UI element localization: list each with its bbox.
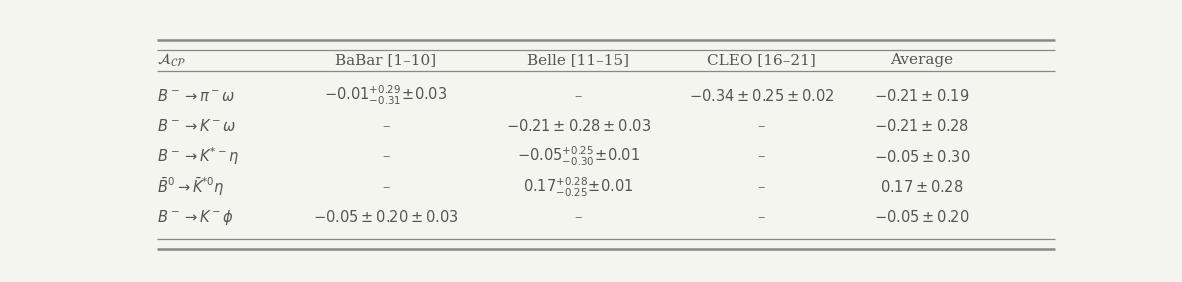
Text: $-0.21\pm0.19$: $-0.21\pm0.19$ [873, 88, 969, 104]
Text: $-0.21\pm0.28\pm0.03$: $-0.21\pm0.28\pm0.03$ [506, 118, 651, 134]
Text: $-0.01^{+0.29}_{-0.31}\!\pm\!0.03$: $-0.01^{+0.29}_{-0.31}\!\pm\!0.03$ [324, 84, 448, 107]
Text: $B^- \rightarrow K^- \phi$: $B^- \rightarrow K^- \phi$ [157, 208, 234, 227]
Text: $-0.21\pm0.28$: $-0.21\pm0.28$ [875, 118, 969, 134]
Text: $-0.05\pm0.20$: $-0.05\pm0.20$ [873, 209, 969, 225]
Text: $-0.05^{+0.25}_{-0.30}\!\pm\!0.01$: $-0.05^{+0.25}_{-0.30}\!\pm\!0.01$ [517, 145, 639, 168]
Text: $-0.05\pm0.20\pm0.03$: $-0.05\pm0.20\pm0.03$ [313, 209, 459, 225]
Text: $-0.05\pm0.30$: $-0.05\pm0.30$ [873, 149, 970, 164]
Text: $B^- \rightarrow K^{*-} \eta$: $B^- \rightarrow K^{*-} \eta$ [157, 146, 239, 168]
Text: –: – [574, 210, 582, 224]
Text: Belle [11–15]: Belle [11–15] [527, 53, 629, 67]
Text: $B^- \rightarrow K^- \omega$: $B^- \rightarrow K^- \omega$ [157, 118, 236, 134]
Text: –: – [382, 149, 390, 164]
Text: BaBar [1–10]: BaBar [1–10] [336, 53, 436, 67]
Text: –: – [758, 149, 765, 164]
Text: $\mathcal{A}_{\mathcal{CP}}$: $\mathcal{A}_{\mathcal{CP}}$ [157, 51, 186, 69]
Text: –: – [758, 210, 765, 224]
Text: $\bar{B}^0 \rightarrow \bar{K}^{*0} \eta$: $\bar{B}^0 \rightarrow \bar{K}^{*0} \eta… [157, 176, 225, 198]
Text: $0.17^{+0.28}_{-0.25}\!\pm\!0.01$: $0.17^{+0.28}_{-0.25}\!\pm\!0.01$ [524, 175, 634, 199]
Text: $-0.34\pm0.25\pm0.02$: $-0.34\pm0.25\pm0.02$ [689, 88, 834, 104]
Text: CLEO [16–21]: CLEO [16–21] [707, 53, 816, 67]
Text: –: – [574, 89, 582, 103]
Text: –: – [758, 119, 765, 133]
Text: $0.17\pm0.28$: $0.17\pm0.28$ [881, 179, 963, 195]
Text: $B^- \rightarrow \pi^- \omega$: $B^- \rightarrow \pi^- \omega$ [157, 88, 235, 104]
Text: –: – [382, 119, 390, 133]
Text: Average: Average [890, 53, 954, 67]
Text: –: – [382, 180, 390, 194]
Text: –: – [758, 180, 765, 194]
